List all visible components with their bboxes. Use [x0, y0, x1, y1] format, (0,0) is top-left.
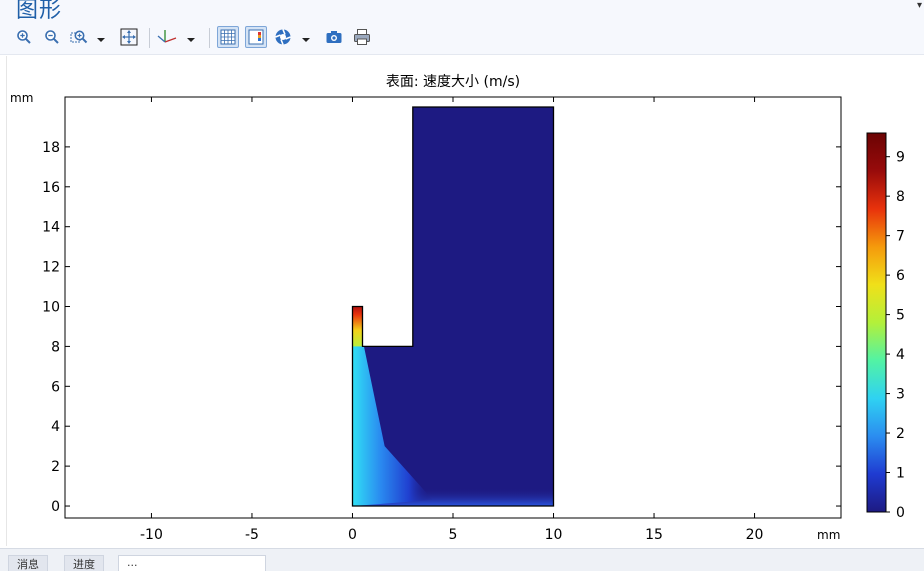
zoom-out-button[interactable]	[41, 26, 63, 48]
domain-outline	[351, 106, 555, 507]
scene-light-button[interactable]	[272, 26, 294, 48]
surface-plot: 表面: 速度大小 (m/s) mm mm -10 -5 0 5 10 15 20 02468…	[10, 74, 905, 543]
colorbar-tick-label: 7	[896, 229, 905, 245]
y-axis-unit: mm	[10, 91, 33, 105]
x-tick-label: 10	[545, 527, 563, 543]
velocity-field	[352, 107, 554, 506]
x-tick-label: 5	[449, 527, 458, 543]
zoom-extents-button[interactable]	[118, 26, 140, 48]
zoom-extents-icon	[120, 28, 138, 46]
y-tick-label: 6	[51, 379, 60, 395]
tab-progress[interactable]: 进度	[64, 555, 104, 571]
zoom-in-icon	[17, 30, 31, 44]
bottom-panel: 消息 进度 ...	[0, 548, 924, 571]
field-wall-jet	[352, 344, 433, 506]
y-tick-label: 2	[51, 459, 60, 475]
y-tick-label: 12	[42, 260, 60, 276]
colorbar-tick-label: 2	[896, 426, 905, 442]
show-grid-button[interactable]	[217, 26, 239, 48]
y-tick-label: 0	[51, 499, 60, 515]
colorbar-ticks: 0 1 2 3 4 5 6 7 8 9	[886, 150, 905, 521]
show-legend-button[interactable]	[245, 26, 267, 48]
legend-icon	[248, 29, 264, 45]
x-tick-label: 0	[348, 527, 357, 543]
colorbar-tick-label: 3	[896, 387, 905, 403]
colorbar	[866, 132, 887, 513]
colorbar-tick-label: 9	[896, 150, 905, 166]
colorbar-tick-label: 0	[896, 505, 905, 521]
axis-dropdown-icon[interactable]	[186, 31, 196, 43]
zoom-box-icon	[70, 30, 88, 44]
chart-title: 表面: 速度大小 (m/s)	[386, 74, 520, 90]
grid-icon	[220, 29, 236, 45]
colorbar-tick-label: 6	[896, 268, 905, 284]
zoom-out-icon	[45, 30, 59, 44]
x-tick-label: -5	[245, 527, 259, 543]
window-title: 图形	[16, 0, 63, 22]
colorbar-tick-label: 5	[896, 308, 905, 324]
zoom-box-dropdown-icon[interactable]	[96, 31, 106, 43]
axis-icon	[157, 30, 177, 43]
colorbar-tick-label: 4	[896, 347, 905, 363]
y-tick-label: 16	[42, 180, 60, 196]
y-tick-label: 10	[42, 300, 60, 316]
x-tick-label: 15	[645, 527, 663, 543]
x-tick-label: -10	[140, 527, 163, 543]
print-button[interactable]	[351, 26, 373, 48]
y-tick-label: 8	[51, 339, 60, 355]
colorbar-tick-label: 1	[896, 466, 905, 482]
scene-light-icon	[275, 29, 291, 45]
y-tick-label: 4	[51, 419, 60, 435]
x-axis-unit: mm	[817, 528, 840, 542]
colorbar-tick-label: 8	[896, 189, 905, 205]
zoom-box-button[interactable]	[68, 26, 90, 48]
zoom-in-button[interactable]	[13, 26, 35, 48]
printer-icon	[354, 29, 370, 45]
graphics-toolbar	[0, 22, 924, 55]
x-tick-label: 20	[746, 527, 764, 543]
axis-orientation-button[interactable]	[156, 26, 178, 48]
tab-messages[interactable]: 消息	[8, 555, 48, 571]
field-inlet-channel	[352, 306, 363, 347]
x-axis: -10 -5 0 5 10 15 20	[140, 97, 763, 543]
image-snapshot-button[interactable]	[323, 26, 345, 48]
y-axis: 0 2 4 6 8 10 12 14 16 18	[42, 140, 841, 515]
camera-icon	[326, 31, 342, 43]
tab-log[interactable]: ...	[118, 555, 266, 571]
scene-light-dropdown-icon[interactable]	[301, 31, 311, 43]
toolbar-separator	[209, 28, 210, 48]
window-titlebar: 图形 ▾	[0, 0, 924, 22]
toolbar-separator	[149, 28, 150, 48]
y-tick-label: 14	[42, 220, 60, 236]
window-menu-caret-icon[interactable]: ▾	[916, 0, 922, 11]
y-tick-label: 18	[42, 140, 60, 156]
